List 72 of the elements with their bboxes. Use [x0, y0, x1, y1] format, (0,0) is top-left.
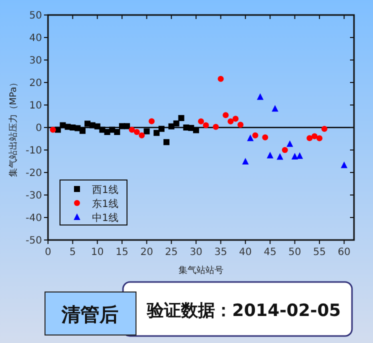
legend-label: 中1线: [92, 212, 118, 224]
point: [276, 153, 284, 160]
point: [138, 132, 145, 138]
point: [134, 129, 140, 135]
point: [148, 118, 155, 124]
point: [321, 126, 328, 132]
point: [340, 161, 348, 168]
point: [256, 93, 264, 100]
point: [163, 139, 170, 146]
y-tick-label: -50: [26, 236, 42, 246]
point: [222, 112, 229, 118]
point: [198, 118, 204, 124]
point: [242, 158, 249, 164]
point: [312, 133, 318, 140]
point: [232, 116, 239, 122]
point: [168, 123, 174, 130]
text: 验证数据：2014-02-05: [146, 301, 341, 321]
point: [306, 135, 313, 142]
x-tick-label: 60: [338, 247, 350, 258]
point: [158, 126, 165, 132]
point: [262, 134, 268, 140]
text: 清管后: [60, 304, 118, 326]
point: [266, 152, 274, 158]
point: [247, 134, 254, 142]
y-tick-label: 40: [29, 33, 42, 44]
point: [178, 115, 184, 122]
y-axis-title: 集气站出站压力（MPa）: [8, 78, 19, 178]
y-tick-label: -20: [26, 168, 42, 179]
point: [50, 126, 56, 133]
x-tick-label: 45: [264, 247, 276, 258]
x-tick-label: 5: [69, 247, 76, 258]
point: [228, 118, 234, 124]
y-tick-label: 50: [29, 10, 42, 22]
point: [282, 147, 288, 153]
point: [114, 129, 120, 135]
point: [286, 140, 294, 147]
point: [154, 130, 160, 136]
x-tick-label: 55: [313, 247, 326, 258]
point: [173, 120, 180, 126]
y-tick-label: -30: [26, 190, 42, 202]
point: [291, 152, 298, 160]
point: [144, 128, 150, 134]
point: [272, 105, 278, 112]
point: [296, 152, 304, 159]
point: [128, 126, 135, 133]
y-tick-label: 10: [29, 100, 42, 112]
point: [124, 123, 130, 130]
y-tick-label: 30: [29, 56, 42, 66]
y-tick-label: 0: [36, 123, 42, 134]
legend-label: 东1线: [92, 198, 118, 210]
point: [94, 123, 100, 130]
point: [80, 128, 86, 134]
y-tick-label: 20: [29, 78, 42, 89]
point: [252, 132, 258, 138]
x-tick-label: 30: [190, 247, 202, 258]
point: [218, 76, 224, 82]
x-tick-label: 20: [140, 247, 154, 258]
x-tick-label: 0: [44, 247, 52, 258]
point: [237, 122, 244, 128]
y-tick-label: -40: [26, 213, 42, 224]
x-tick-label: 50: [288, 247, 302, 258]
x-tick-label: 40: [239, 247, 252, 258]
point: [202, 122, 209, 128]
x-axis-title: 集气站站号: [178, 265, 224, 276]
point: [212, 124, 219, 130]
y-tick-label: -10: [26, 146, 42, 156]
x-tick-label: 10: [90, 247, 104, 258]
x-tick-label: 25: [165, 247, 178, 258]
x-tick-label: 35: [214, 247, 228, 258]
x-tick-label: 15: [116, 247, 128, 258]
point: [316, 135, 322, 142]
legend-label: 西1线: [92, 184, 118, 196]
